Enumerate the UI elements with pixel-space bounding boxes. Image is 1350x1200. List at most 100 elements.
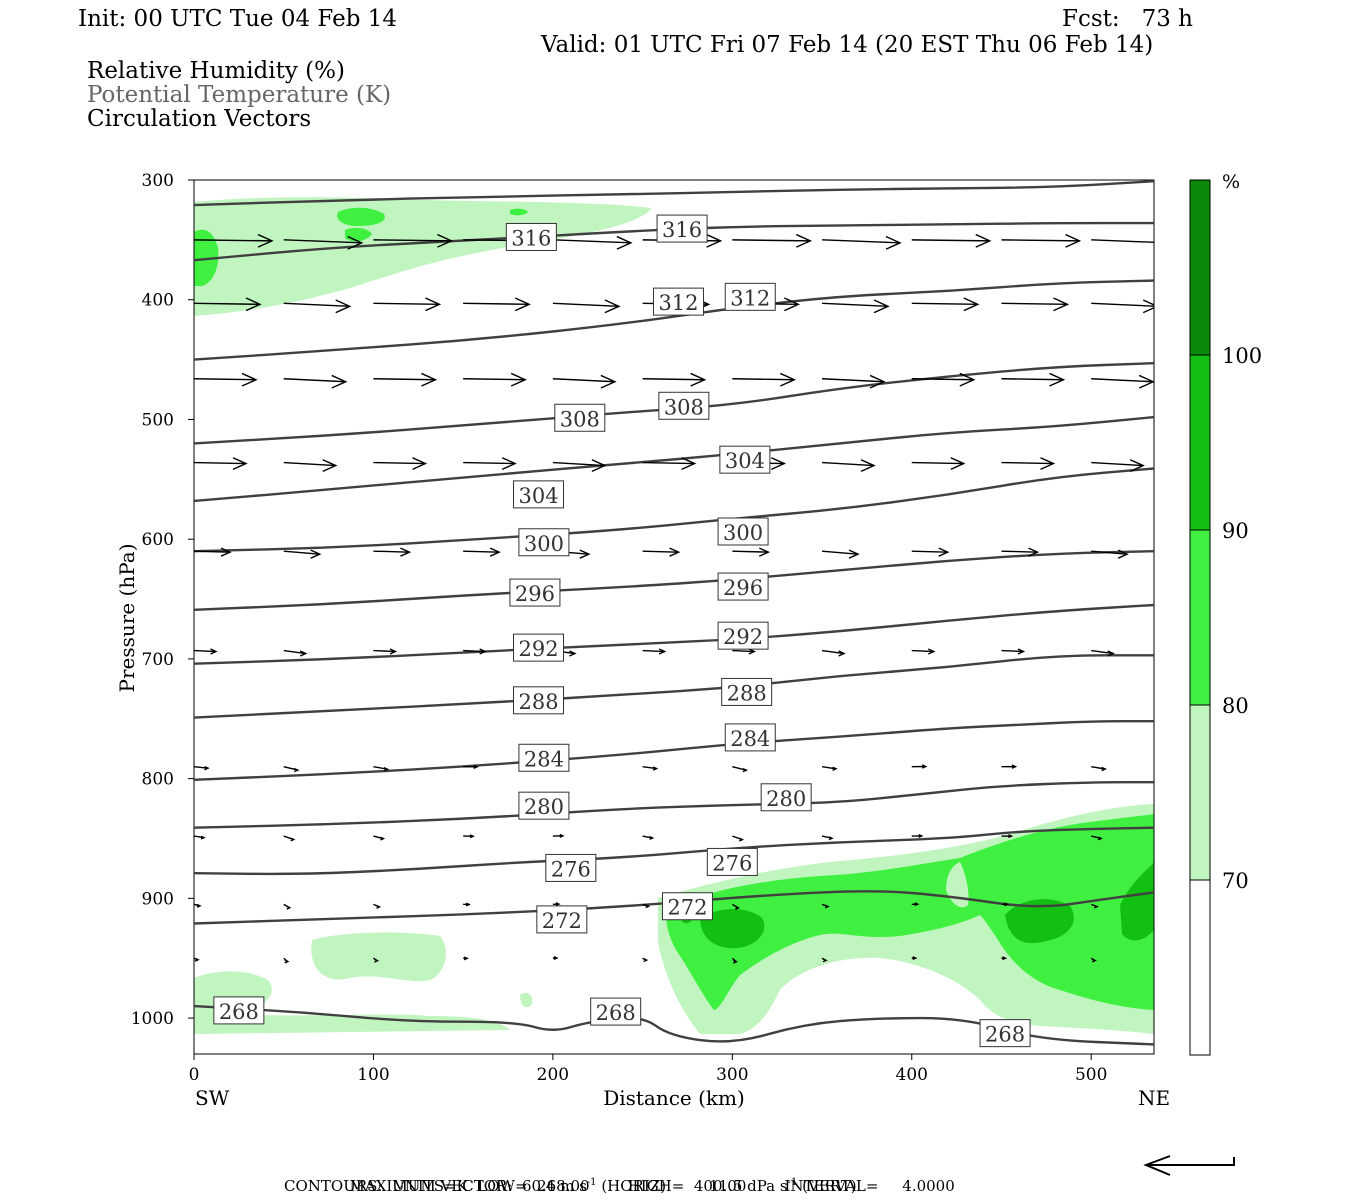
vector-shaft <box>642 550 679 553</box>
vector-shaft <box>552 239 631 244</box>
x-tick-label: 200 <box>537 1065 569 1085</box>
isentrope-label: 284 <box>730 727 770 751</box>
isentrope-288 <box>194 654 1154 719</box>
vector-shaft <box>283 302 350 308</box>
isentrope-label: 268 <box>596 1001 636 1025</box>
x-tick-label: 300 <box>716 1065 748 1085</box>
y-tick-label: 800 <box>142 770 174 790</box>
vector-head <box>796 233 813 248</box>
vector-head <box>959 372 976 387</box>
isentrope-label: 304 <box>725 449 765 473</box>
isentrope-label-box <box>513 686 565 715</box>
y-tick-label: 400 <box>142 291 174 311</box>
isentrope-label-box <box>590 997 642 1026</box>
vector-shaft <box>1001 378 1064 381</box>
isentrope-label-box <box>518 791 570 820</box>
vector-shaft <box>1091 239 1154 243</box>
colorbar-band-70 <box>1189 704 1211 881</box>
vector-head <box>873 299 890 314</box>
isentrope-label: 296 <box>723 576 763 600</box>
vector-shaft <box>1091 378 1154 383</box>
vector-shaft <box>283 239 362 244</box>
vector-shaft <box>373 378 436 381</box>
vector-head <box>616 235 633 250</box>
vector-head <box>437 233 454 248</box>
vector-shaft <box>283 378 346 383</box>
vector-head <box>771 457 787 471</box>
vector-head <box>220 547 232 557</box>
vector-shaft <box>194 461 247 465</box>
vector-head <box>975 233 992 248</box>
vector-shaft <box>552 461 605 467</box>
isentrope-label: 288 <box>518 690 558 714</box>
y-axis-title: Pressure (hPa) <box>115 544 139 693</box>
isentrope-label: 300 <box>524 532 564 556</box>
horiz-tag: (HORIZ) <box>601 1177 667 1195</box>
vector-shaft <box>463 461 516 465</box>
vector-head <box>335 299 352 314</box>
vector-head <box>600 374 617 389</box>
vector-head <box>347 235 364 250</box>
vector-shaft <box>1001 649 1024 653</box>
vector-head <box>828 836 834 841</box>
vector-head <box>748 648 757 655</box>
vector-head <box>1093 904 1099 909</box>
max-vector-line: MAXIMUM VECTOR: 60.4 m s-1 (HORIZ) 11.5 … <box>340 1159 857 1194</box>
vector-head <box>469 834 475 839</box>
isentrope-label-box <box>513 633 565 662</box>
max-vector-label: MAXIMUM VECTOR: <box>349 1177 513 1195</box>
vector-head <box>604 299 621 314</box>
y-axis: 300 400 500 600 700 800 900 1000 <box>131 171 194 1029</box>
x-axis: 0 100 200 300 400 500 <box>189 1054 1107 1085</box>
vector-shaft <box>283 649 306 655</box>
vector-head <box>1017 648 1026 655</box>
colorbar-label-70: 70 <box>1222 869 1249 893</box>
vector-head <box>380 836 386 841</box>
vector-head <box>1097 836 1103 841</box>
vector-head <box>465 902 471 907</box>
field-vectors: Circulation Vectors <box>87 106 312 132</box>
vector-head <box>473 764 479 769</box>
vector-head <box>848 549 860 559</box>
vector-shaft <box>194 649 217 653</box>
vector-head <box>938 547 950 557</box>
isentrope-label: 316 <box>662 218 702 242</box>
vector-shaft <box>642 461 695 465</box>
isentrope-label-box <box>717 621 769 650</box>
vector-head <box>286 905 292 910</box>
vector-head <box>293 767 300 773</box>
vector-shaft <box>373 649 396 653</box>
vector-head <box>290 837 296 842</box>
vector-head <box>735 905 741 910</box>
isentrope-label: 268 <box>219 1000 259 1024</box>
isentrope-label: 304 <box>518 484 558 508</box>
vector-head <box>425 297 442 312</box>
vector-shaft <box>911 239 990 242</box>
vector-head <box>374 958 380 963</box>
isentrope-label: 316 <box>511 226 551 250</box>
x-tick-label: 100 <box>357 1065 389 1085</box>
vector-head <box>780 372 797 387</box>
vector-head <box>331 374 348 389</box>
vector-head <box>204 765 210 771</box>
vector-head <box>284 959 290 964</box>
vector-head <box>690 372 707 387</box>
vector-head <box>643 958 649 963</box>
isentrope-label-box <box>213 996 265 1025</box>
y-tick-label: 300 <box>142 171 174 191</box>
vector-shaft <box>194 550 231 553</box>
x-tick-label: 500 <box>1075 1065 1107 1085</box>
vector-head <box>376 904 382 909</box>
isentrope-label-box <box>509 578 561 607</box>
rh-80-upper-a <box>194 229 219 286</box>
vector-head <box>669 547 681 557</box>
vector-head <box>742 767 749 773</box>
vector-head <box>559 833 565 838</box>
vector-head <box>1142 299 1154 314</box>
isentrope-label-box <box>717 517 769 546</box>
vector-shaft <box>373 550 410 553</box>
valid-time: Valid: 01 UTC Fri 07 Feb 14 (20 EST Thu … <box>541 32 1154 58</box>
y-tick-label: 900 <box>142 889 174 909</box>
vector-head <box>553 955 559 960</box>
isentrope-label-box <box>652 287 704 316</box>
